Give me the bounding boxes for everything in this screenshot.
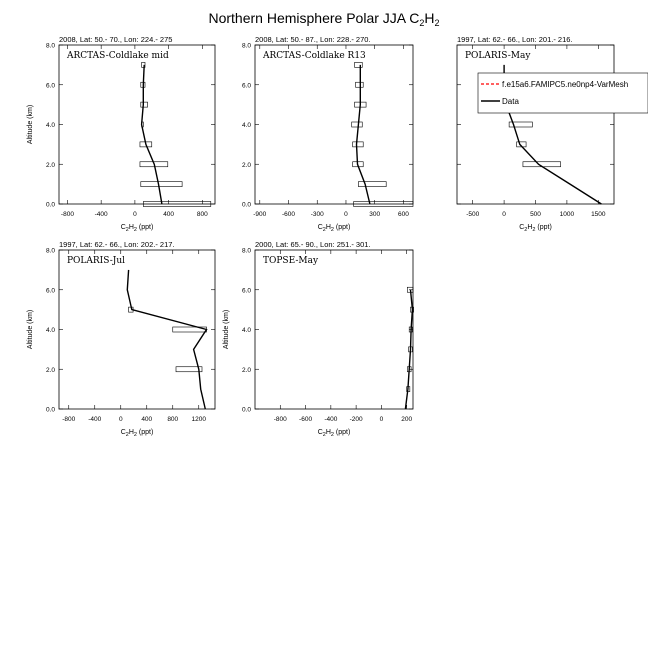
x-tick-label: -300 <box>311 211 324 218</box>
y-tick-label: 6.0 <box>46 287 55 294</box>
plot-frame <box>254 44 414 205</box>
legend-data-label: Data <box>502 97 519 106</box>
x-tick-label: 400 <box>141 416 152 423</box>
x-tick-label: 600 <box>398 211 409 218</box>
y-axis-label: Altitude (km) <box>223 310 230 349</box>
y-tick-label: 6.0 <box>46 82 55 89</box>
x-tick-label: -600 <box>282 211 295 218</box>
panels: -800 -400 0 400 800 0.0 2.0 4.0 6.0 8.0 2008, Lat:… <box>27 35 615 438</box>
y-tick-label: 8.0 <box>242 43 251 50</box>
data-line <box>126 269 208 410</box>
y-tick-label: 0.0 <box>46 202 55 209</box>
legend-box <box>477 72 648 114</box>
x-axis-label: C2H2 (ppt) <box>519 224 552 233</box>
data-line <box>404 289 414 410</box>
x-tick-label: 800 <box>197 211 208 218</box>
y-tick-label: 0.0 <box>46 407 55 414</box>
x-axis-label: C2H2 (ppt) <box>318 224 351 233</box>
y-tick-label: 2.0 <box>242 162 251 169</box>
x-tick-label: -400 <box>95 211 108 218</box>
range-box <box>351 121 363 128</box>
plot-frame <box>58 44 216 205</box>
y-tick-label: 2.0 <box>46 367 55 374</box>
data-line <box>355 64 371 205</box>
range-box <box>508 121 533 128</box>
panel-2: -900 -600 -300 0 300 600 0.0 2.0 4.0 6.0 8.0 2008, … <box>242 35 414 233</box>
range-box <box>175 366 203 373</box>
panel-header: 1997, Lat: 62.- 66., Lon: 201.- 216. <box>457 35 573 44</box>
plot-frame <box>58 249 216 410</box>
x-tick-label: 0 <box>380 416 384 423</box>
x-tick-label: 0 <box>119 416 123 423</box>
x-tick-label: -800 <box>62 416 75 423</box>
x-tick-label: 1000 <box>560 211 575 218</box>
y-axis-label: Altitude (km) <box>27 105 34 144</box>
x-axis-label: C2H2 (ppt) <box>318 429 351 438</box>
range-box <box>353 201 414 207</box>
x-tick-label: -500 <box>466 211 479 218</box>
range-box <box>352 141 364 148</box>
panel-header: 2008, Lat: 50.- 87., Lon: 228.- 270. <box>255 35 371 44</box>
range-box <box>143 201 212 207</box>
x-tick-label: -900 <box>253 211 266 218</box>
x-tick-label: 300 <box>369 211 380 218</box>
y-tick-label: 4.0 <box>242 327 251 334</box>
plot-frame <box>456 44 615 205</box>
panel-header: 2000, Lat: 65.- 90., Lon: 251.- 301. <box>255 240 371 249</box>
panel-5: -800 -600 -400 -200 0 200 0.0 2.0 4.0 6.0 8.0 2000,… <box>223 240 414 438</box>
x-tick-label: -600 <box>299 416 312 423</box>
x-tick-label: -800 <box>61 211 74 218</box>
range-box <box>141 62 146 68</box>
range-box <box>140 181 183 187</box>
x-tick-label: 0 <box>133 211 137 218</box>
campaign-label: POLARIS-May <box>465 51 531 61</box>
y-tick-label: 6.0 <box>242 82 251 89</box>
range-box <box>140 101 148 108</box>
panel-header: 1997, Lat: 62.- 66., Lon: 202.- 217. <box>59 240 175 249</box>
panel-3: -500 0 500 1000 1500 1997, Lat: 62.- 66., Lon… <box>456 35 615 233</box>
legend: f.e15a6.FAMIPC5.ne0np4-VarMesh Data <box>477 72 648 114</box>
y-tick-label: 2.0 <box>242 367 251 374</box>
campaign-label: POLARIS-Jul <box>67 256 125 266</box>
panel-1: -800 -400 0 400 800 0.0 2.0 4.0 6.0 8.0 2008, Lat:… <box>27 35 216 233</box>
campaign-label: TOPSE-May <box>263 256 319 266</box>
range-box <box>358 181 387 187</box>
x-tick-label: 400 <box>163 211 174 218</box>
y-tick-label: 8.0 <box>46 43 55 50</box>
y-tick-label: 4.0 <box>46 122 55 129</box>
x-tick-label: -400 <box>324 416 337 423</box>
y-tick-label: 8.0 <box>242 248 251 255</box>
x-tick-label: 1200 <box>192 416 207 423</box>
range-box <box>355 81 364 88</box>
legend-model-label: f.e15a6.FAMIPC5.ne0np4-VarMesh <box>502 80 628 89</box>
x-tick-label: 0 <box>502 211 506 218</box>
plot-frame <box>254 249 414 410</box>
x-tick-label: 500 <box>530 211 541 218</box>
y-tick-label: 0.0 <box>242 202 251 209</box>
data-line <box>140 64 163 205</box>
campaign-label: ARCTAS-Coldlake R13 <box>262 51 366 61</box>
range-box <box>354 62 363 68</box>
panel-4: -800 -400 0 400 800 1200 0.0 2.0 4.0 6.0 8.0 1997, … <box>27 240 216 438</box>
y-tick-label: 6.0 <box>242 287 251 294</box>
y-tick-label: 0.0 <box>242 407 251 414</box>
panel-header: 2008, Lat: 50.- 70., Lon: 224.- 275 <box>59 35 172 44</box>
x-tick-label: 0 <box>344 211 348 218</box>
x-tick-label: 200 <box>401 416 412 423</box>
x-tick-label: -800 <box>274 416 287 423</box>
y-tick-label: 4.0 <box>242 122 251 129</box>
campaign-label: ARCTAS-Coldlake mid <box>66 51 169 61</box>
figure-title: Northern Hemisphere Polar JJA C2H2 <box>208 10 439 28</box>
y-tick-label: 2.0 <box>46 162 55 169</box>
x-tick-label: -400 <box>88 416 101 423</box>
x-tick-label: 800 <box>167 416 178 423</box>
y-tick-label: 8.0 <box>46 248 55 255</box>
y-axis-label: Altitude (km) <box>27 310 34 349</box>
x-axis-label: C2H2 (ppt) <box>121 429 154 438</box>
x-tick-label: -200 <box>350 416 363 423</box>
y-tick-label: 4.0 <box>46 327 55 334</box>
x-tick-label: 1500 <box>591 211 606 218</box>
x-axis-label: C2H2 (ppt) <box>121 224 154 233</box>
